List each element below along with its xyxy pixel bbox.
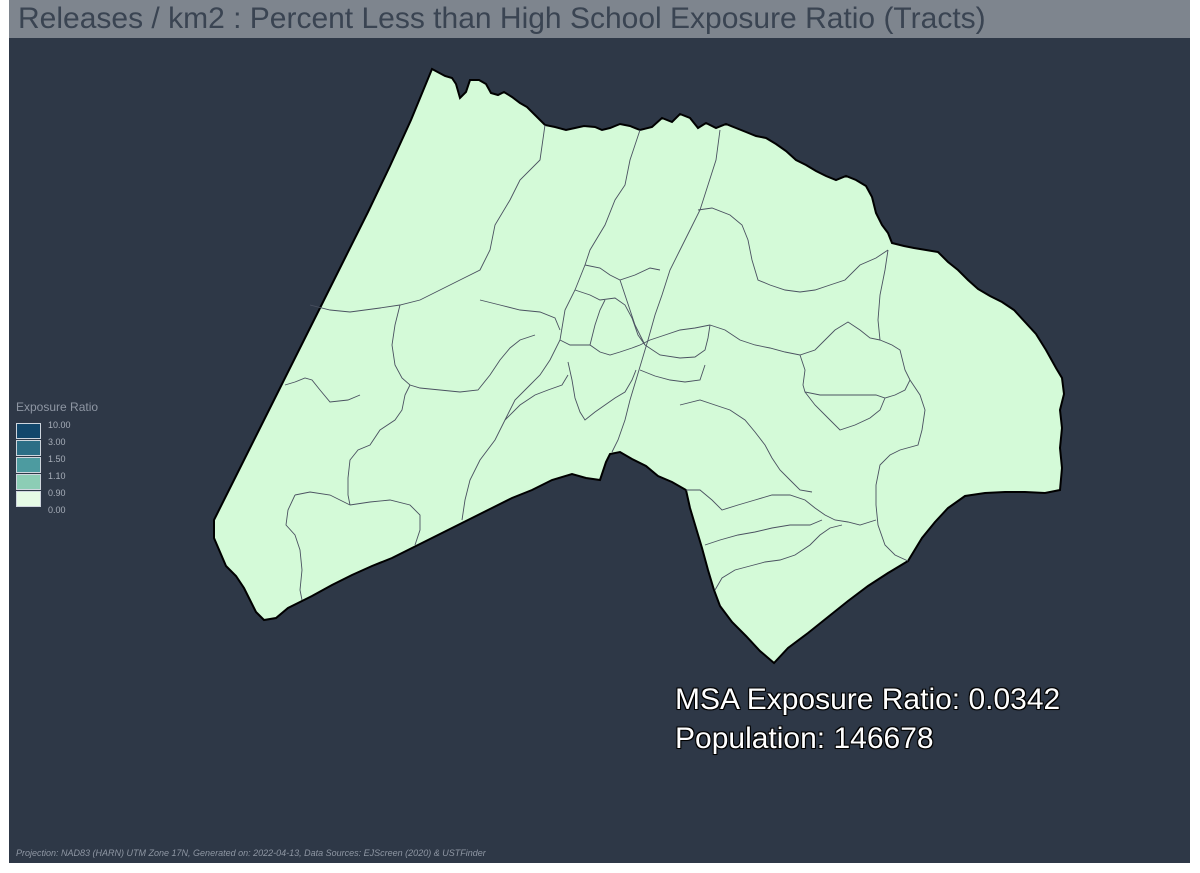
- msa-exposure-ratio: MSA Exposure Ratio: 0.0342: [675, 683, 1061, 716]
- legend-label: 0.90: [48, 488, 66, 498]
- legend-label: 1.10: [48, 471, 66, 481]
- legend-label: 10.00: [48, 420, 71, 430]
- legend-swatch: [16, 457, 41, 473]
- tract-boundary: [804, 391, 886, 431]
- tract-boundary: [461, 129, 641, 521]
- tract-boundary: [697, 207, 889, 293]
- tract-boundary: [284, 377, 361, 403]
- county-shape: [213, 67, 1066, 665]
- legend-title: Exposure Ratio: [16, 400, 99, 414]
- legend-label: 1.50: [48, 454, 66, 464]
- tract-boundary: [714, 524, 843, 591]
- legend-swatch: [16, 440, 41, 456]
- population: Population: 146678: [675, 722, 934, 755]
- map-footer: Projection: NAD83 (HARN) UTM Zone 17N, G…: [16, 848, 486, 858]
- county-outline: [213, 67, 1066, 665]
- tract-boundary: [567, 361, 637, 421]
- tract-boundary: [504, 374, 569, 421]
- tract-boundary: [347, 384, 411, 506]
- title-bar: Releases / km2 : Percent Less than High …: [9, 0, 1190, 38]
- legend-swatch: [16, 423, 41, 439]
- map-title: Releases / km2 : Percent Less than High …: [18, 2, 986, 35]
- tract-boundary: [644, 324, 711, 359]
- legend: Exposure Ratio 10.00 3.00 1.50 1.10 0.90 0.00: [16, 400, 99, 515]
- tract-boundary: [611, 129, 721, 453]
- legend-swatch: [16, 491, 41, 507]
- legend-swatch: [16, 474, 41, 490]
- tract-boundary: [391, 304, 536, 393]
- tract-boundary: [875, 249, 926, 562]
- legend-items: 10.00 3.00 1.50 1.10 0.90 0.00: [16, 414, 96, 515]
- tract-boundary: [799, 354, 911, 399]
- tract-boundary: [589, 299, 606, 346]
- map-frame: Releases / km2 : Percent Less than High …: [9, 0, 1190, 863]
- legend-label: 0.00: [48, 505, 66, 515]
- tract-boundary: [285, 494, 303, 601]
- tract-boundaries: [284, 124, 926, 601]
- tract-boundary: [349, 499, 421, 546]
- stats-panel: MSA Exposure Ratio: 0.0342 Population: 1…: [675, 680, 1060, 758]
- tract-boundary: [709, 321, 881, 356]
- tract-boundary: [679, 399, 813, 493]
- tract-boundary: [619, 279, 646, 346]
- county-map: [213, 67, 1066, 665]
- tract-boundary: [686, 489, 877, 526]
- tract-boundary: [309, 124, 546, 313]
- legend-label: 3.00: [48, 437, 66, 447]
- tract-boundary: [479, 299, 561, 331]
- tract-boundary: [639, 364, 706, 383]
- tract-boundary: [294, 491, 351, 506]
- tract-boundary: [704, 519, 823, 546]
- tract-boundary: [574, 289, 646, 346]
